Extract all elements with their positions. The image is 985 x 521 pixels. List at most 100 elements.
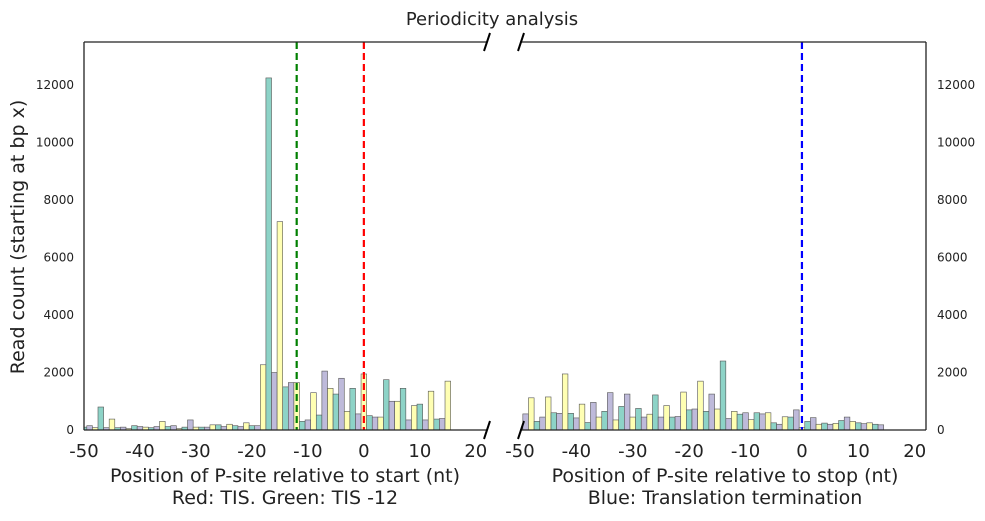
stop-bar (697, 380, 704, 431)
start-bar (282, 386, 289, 431)
stop-y-tick-label: 8000 (937, 193, 968, 207)
start-bar (444, 380, 451, 431)
stop-bar (860, 423, 868, 431)
start-bar (108, 418, 116, 431)
stop-bar (770, 422, 777, 431)
start-bar (394, 400, 401, 431)
y-axis-label: Read count (starting at bp x) (7, 100, 29, 374)
start-bar (97, 406, 104, 431)
start-bar (271, 372, 278, 431)
stop-bar (652, 394, 659, 431)
stop-x-tick-label: -20 (674, 441, 703, 462)
panel-frames (83, 32, 927, 440)
stop-bar (646, 413, 653, 431)
start-x-tick-label: -10 (293, 441, 322, 462)
stop-bar (764, 412, 772, 431)
stop-panel-bars (522, 360, 885, 431)
stop-bar (663, 405, 670, 431)
stop-bar (539, 416, 546, 431)
start-bar (388, 400, 395, 431)
stop-bar (759, 413, 766, 431)
stop-bar (691, 408, 698, 431)
start-bar (287, 382, 295, 431)
stop-bar (719, 360, 727, 431)
start-bar (265, 77, 272, 431)
stop-bar (686, 409, 693, 431)
stop-bar (866, 422, 873, 431)
start-bar (377, 416, 384, 431)
start-bar (304, 419, 311, 431)
start-y-tick-label: 10000 (36, 136, 74, 150)
stop-bar (793, 409, 800, 431)
stop-bar (578, 403, 586, 431)
stop-bar (872, 423, 879, 431)
start-bar (355, 413, 362, 431)
start-bar (310, 392, 317, 431)
start-bar (383, 379, 390, 431)
start-bar (327, 388, 334, 431)
start-x-tick-label: 0 (358, 441, 369, 462)
stop-bar (804, 421, 811, 431)
stop-bar (877, 424, 885, 431)
stop-y-tick-label: 10000 (937, 136, 975, 150)
stop-bar (607, 392, 614, 431)
start-panel-bars (83, 77, 451, 431)
stop-bar (781, 416, 789, 431)
stop-bar (821, 422, 828, 431)
stop-bar (573, 417, 580, 431)
start-bar (260, 364, 267, 431)
stop-bar (618, 406, 625, 431)
start-bar (338, 377, 345, 431)
start-y-tick-label: 6000 (43, 251, 74, 265)
stop-bar (731, 411, 738, 431)
stop-bar (629, 416, 636, 431)
start-x-tick-label: 10 (408, 441, 431, 462)
stop-y-tick-label: 12000 (937, 78, 975, 92)
start-bar (343, 411, 351, 431)
stop-bar (742, 412, 749, 431)
start-bar (416, 403, 423, 431)
stop-bar (550, 412, 557, 431)
start-bar (321, 370, 328, 431)
start-bar (366, 415, 373, 431)
stop-bar (601, 411, 608, 431)
stop-bar (787, 416, 794, 431)
stop-bar (561, 373, 569, 431)
start-bar (349, 388, 356, 431)
start-bar (427, 390, 435, 431)
start-bar (276, 221, 284, 431)
stop-bar (635, 408, 642, 431)
start-bar (187, 419, 194, 431)
axis-break-mark (483, 32, 491, 52)
start-x-tick-label: -20 (237, 441, 266, 462)
stop-bar (748, 419, 755, 431)
start-y-tick-label: 0 (66, 423, 74, 437)
start-x-tick-label: 20 (464, 441, 487, 462)
stop-bar (810, 417, 817, 431)
stop-x-tick-label: 10 (847, 441, 870, 462)
start-bar (159, 421, 166, 431)
start-bar (299, 421, 306, 431)
start-y-tick-label: 2000 (43, 366, 74, 380)
stop-bar (815, 423, 822, 431)
start-bar (243, 422, 250, 431)
stop-y-tick-label: 0 (937, 423, 945, 437)
axis-break-mark (517, 32, 525, 52)
stop-y-tick-label: 6000 (937, 251, 968, 265)
stop-y-tick-label: 2000 (937, 366, 968, 380)
stop-bar (567, 413, 574, 431)
stop-y-tick-label: 4000 (937, 308, 968, 322)
stop-bar (702, 411, 710, 431)
start-bar (439, 418, 446, 431)
stop-x-tick-label: -30 (618, 441, 647, 462)
stop-bar (640, 416, 648, 431)
stop-bar (827, 423, 834, 431)
start-bar (405, 419, 412, 431)
stop-bar (657, 416, 665, 431)
stop-bar (584, 422, 591, 431)
stop-bar (528, 397, 535, 431)
start-y-tick-label: 12000 (36, 78, 74, 92)
start-bar (399, 388, 407, 431)
stop-bar (595, 416, 603, 431)
